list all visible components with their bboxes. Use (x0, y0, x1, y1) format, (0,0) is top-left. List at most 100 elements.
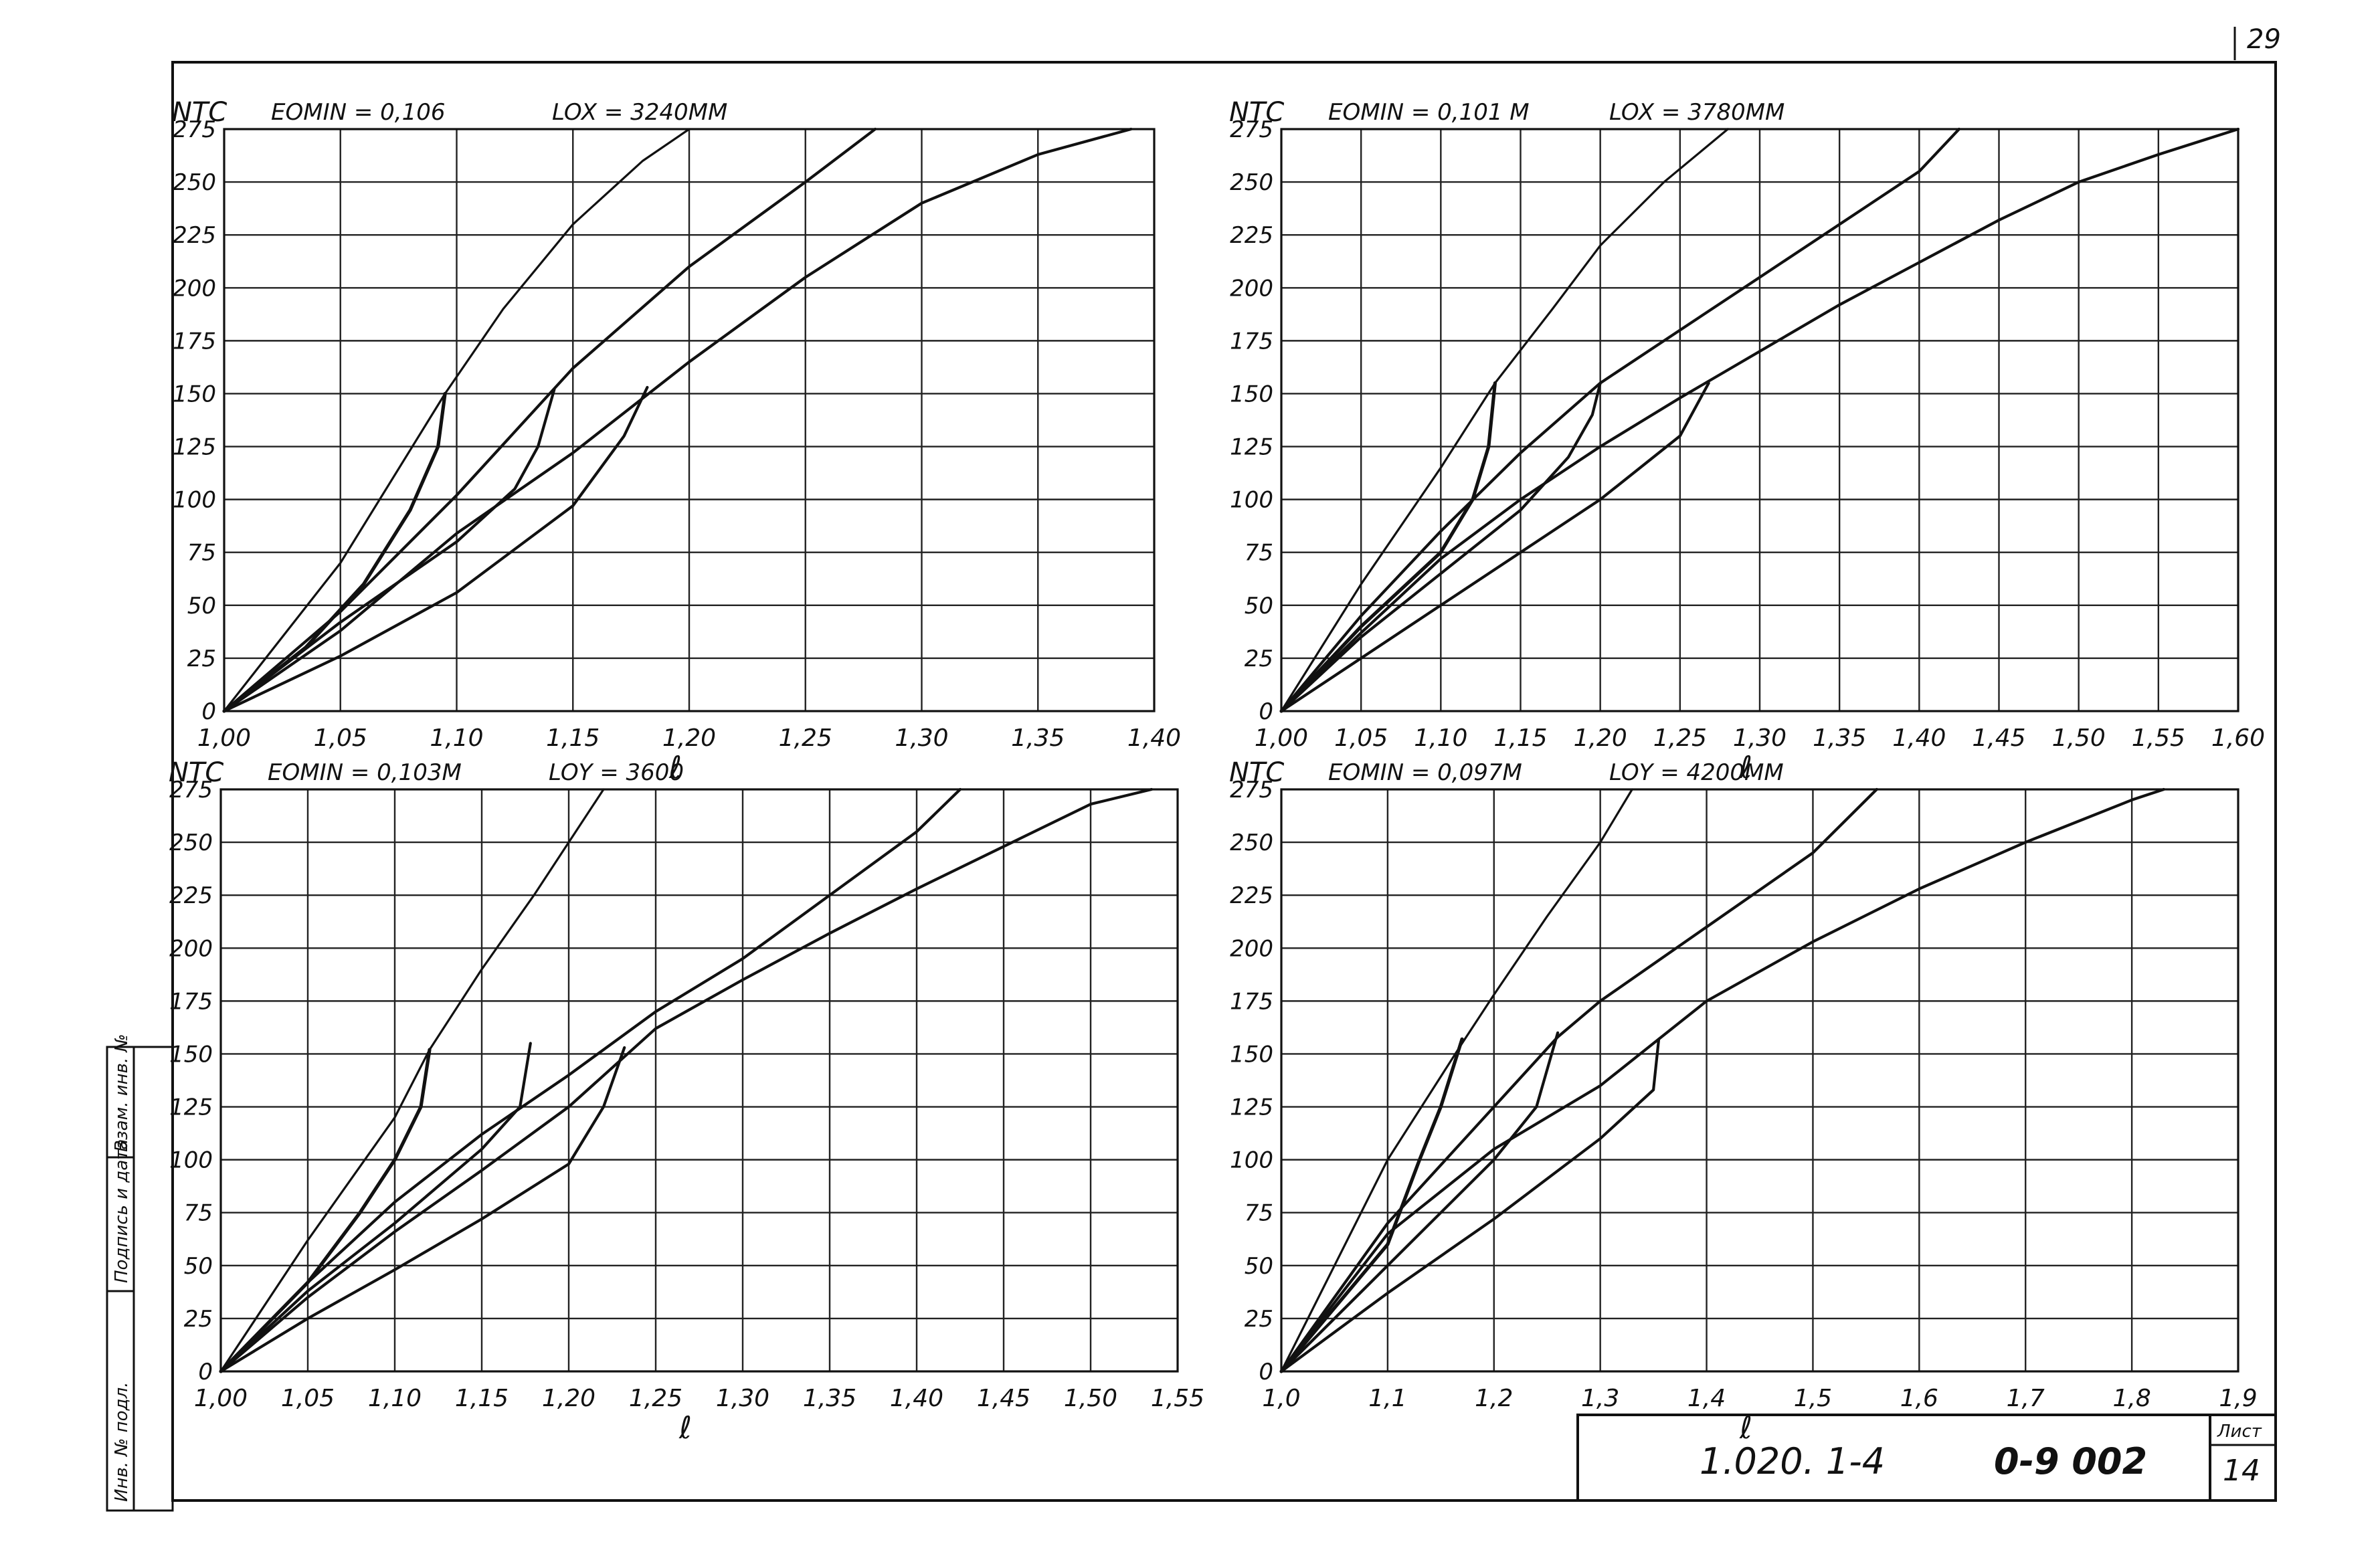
y-tick-label: 150 (173, 381, 216, 407)
side-stamp-frame (106, 1046, 174, 1512)
y-tick-label: 275 (173, 116, 216, 143)
x-tick-label: 1,45 (1972, 724, 2025, 752)
x-tick-label: 1,25 (1653, 724, 1707, 752)
y-tick-label: 250 (1230, 830, 1273, 856)
x-tick-label: 1,15 (546, 724, 600, 752)
x-tick-label: 1,40 (1127, 724, 1181, 752)
y-tick-label: 225 (1230, 882, 1273, 909)
series-line-5 (1279, 1037, 1464, 1373)
x-tick-label: 1,30 (716, 1385, 769, 1412)
title-block-issue: 0-9 002 (1994, 1440, 2147, 1482)
y-tick-label: 125 (173, 434, 216, 461)
series-line-1 (223, 128, 691, 712)
x-tick-label: 1,30 (1733, 724, 1787, 752)
x-tick-label: 1,15 (1493, 724, 1547, 752)
y-tick-label: 225 (173, 222, 216, 249)
x-tick-label: 1,40 (1892, 724, 1946, 752)
x-tick-label: 1,55 (1151, 1385, 1204, 1412)
chart-panel-bottom-left: 1,00 1,05 1,10 1,15 1,20 1,25 1,30 1,35 1,40 1,45… (169, 757, 1204, 1446)
series-line-6 (219, 1042, 532, 1373)
y-tick-label: 125 (1230, 434, 1273, 461)
x-tick-label: 1,00 (1255, 724, 1308, 752)
y-tick-label: 100 (1230, 1147, 1273, 1174)
series-line-4 (1279, 381, 1710, 713)
x-tick-label: 1,40 (890, 1385, 943, 1412)
x-axis-label: ℓ (1739, 1410, 1752, 1446)
y-tick-label: 150 (1230, 381, 1273, 407)
y-tick-label: 25 (1245, 1306, 1273, 1333)
x-tick-label: 1,10 (368, 1385, 422, 1412)
x-tick-label: 1,0 (1262, 1385, 1300, 1412)
y-tick-label: 250 (173, 169, 216, 196)
series-line-1 (1280, 788, 1633, 1373)
chart-header-eomin: EOMIN = 0,106 (271, 99, 445, 126)
series-line-3 (219, 787, 1154, 1373)
chart-panel-top-left: 1,00 1,05 1,10 1,15 1,20 1,25 1,30 1,35 1,40 0 25 5… (172, 97, 1181, 785)
x-tick-label: 1,50 (2052, 724, 2106, 752)
x-tick-label: 1,7 (2007, 1385, 2045, 1412)
y-tick-label: 100 (173, 487, 216, 514)
x-tick-label: 1,15 (455, 1385, 509, 1412)
x-tick-label: 1,4 (1687, 1385, 1726, 1412)
y-tick-label: 50 (187, 593, 216, 619)
y-tick-label: 200 (1230, 275, 1273, 302)
x-axis-label: ℓ (668, 749, 682, 785)
y-axis-label: NTC (172, 97, 227, 128)
y-tick-label: 0 (1259, 1359, 1273, 1385)
y-tick-label: 175 (1230, 988, 1273, 1015)
series-line-2 (222, 127, 877, 713)
x-tick-label: 1,05 (281, 1385, 335, 1412)
series-line-2 (219, 787, 962, 1373)
x-tick-label: 1,20 (662, 724, 716, 752)
y-tick-label: 250 (1230, 169, 1273, 196)
x-tick-label: 1,05 (1334, 724, 1388, 752)
y-tick-label: 75 (1245, 1200, 1273, 1227)
y-tick-label: 0 (198, 1359, 213, 1385)
x-tick-label: 1,35 (803, 1385, 856, 1412)
series-line-5 (219, 1048, 432, 1373)
y-tick-label: 0 (201, 698, 216, 725)
page-number: 29 (2247, 24, 2281, 55)
y-axis-label: NTC (1229, 97, 1284, 128)
x-tick-label: 1,50 (1064, 1385, 1117, 1412)
chart-header-eomin: EOMIN = 0,101 М (1328, 99, 1530, 126)
y-tick-label: 25 (184, 1306, 213, 1333)
title-block-designation: 1.020. 1-4 (1700, 1440, 1885, 1482)
chart-header-eomin: EOMIN = 0,097М (1328, 759, 1522, 786)
series-line-1 (1280, 128, 1729, 712)
x-tick-label: 1,10 (1414, 724, 1467, 752)
x-tick-label: 1,9 (2219, 1385, 2257, 1412)
x-tick-label: 1,20 (542, 1385, 596, 1412)
y-tick-label: 75 (1245, 540, 1273, 567)
y-axis-label: NTC (1229, 757, 1284, 788)
y-tick-label: 275 (1230, 116, 1273, 143)
series-line-4 (222, 385, 649, 713)
series-line-6 (1279, 381, 1602, 713)
chart-header-length: LOY = 4200ММ (1609, 759, 1784, 786)
y-tick-label: 175 (173, 328, 216, 355)
x-tick-label: 1,35 (1011, 724, 1065, 752)
y-tick-label: 50 (1245, 1253, 1273, 1280)
x-tick-label: 1,20 (1574, 724, 1627, 752)
x-axis-label: ℓ (1739, 749, 1752, 785)
x-tick-label: 1,30 (895, 724, 948, 752)
y-tick-label: 100 (1230, 487, 1273, 514)
side-stamp-signature-date: Подпись и дата (112, 1139, 132, 1283)
series-line-5 (1279, 381, 1497, 713)
title-block-sheet-number: 14 (2223, 1454, 2260, 1488)
y-tick-label: 125 (169, 1094, 213, 1121)
chart-header-eomin: EOMIN = 0,103М (268, 759, 462, 786)
x-tick-label: 1,8 (2112, 1385, 2150, 1412)
plot-frame (1280, 788, 2239, 1373)
series-line-3 (1279, 787, 2165, 1373)
y-tick-label: 275 (169, 777, 213, 803)
series-line-6 (1279, 1031, 1560, 1373)
series-line-3 (222, 127, 1133, 713)
chart-panel-bottom-right: 1,0 1,1 1,2 1,3 1,4 1,5 1,6 1,7 1,8 1,9 0 25 50 75 100… (1229, 757, 2258, 1446)
x-tick-label: 1,25 (629, 1385, 682, 1412)
chart-header-length: LOY = 3600 (549, 759, 684, 786)
x-tick-label: 1,5 (1794, 1385, 1832, 1412)
x-tick-label: 1,6 (1900, 1385, 1938, 1412)
y-tick-label: 25 (1245, 646, 1273, 672)
y-tick-label: 200 (173, 275, 216, 302)
